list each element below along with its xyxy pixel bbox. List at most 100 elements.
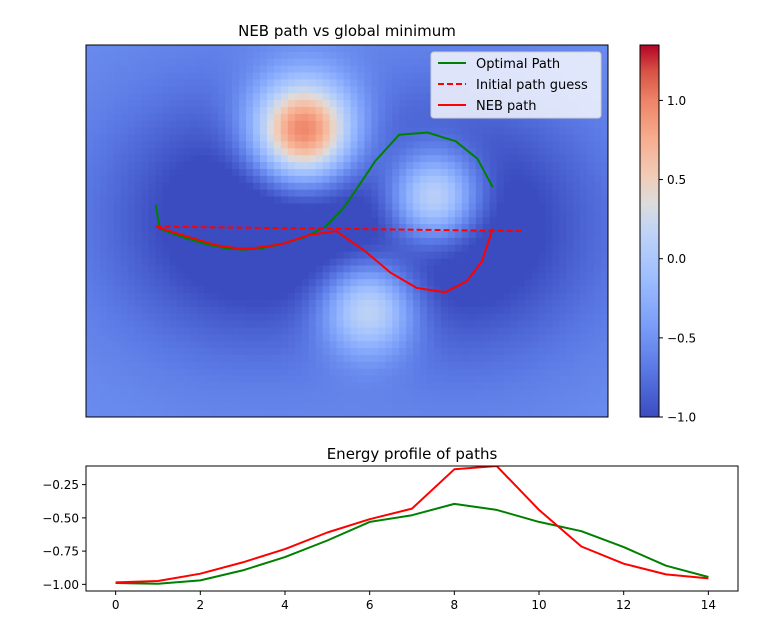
heatmap-cell — [545, 382, 553, 391]
heatmap-cell — [385, 196, 393, 205]
heatmap-cell — [148, 155, 157, 163]
heatmap-cell — [524, 237, 533, 246]
heatmap-cell — [155, 237, 164, 246]
heatmap-cell — [266, 72, 275, 81]
heatmap-cell — [371, 244, 379, 253]
heatmap-cell — [92, 403, 101, 411]
heatmap-cell — [399, 286, 407, 294]
heatmap-cell — [148, 51, 157, 60]
heatmap-cell — [183, 382, 191, 391]
heatmap-cell — [454, 251, 463, 260]
heatmap-cell — [524, 169, 533, 177]
heatmap-cell — [587, 203, 595, 211]
heatmap-cell — [155, 265, 164, 273]
heatmap-cell — [197, 93, 205, 101]
heatmap-cell — [218, 210, 226, 218]
heatmap-cell — [531, 217, 539, 225]
heatmap-cell — [92, 272, 101, 280]
heatmap-cell — [162, 189, 171, 198]
heatmap-cell — [155, 79, 164, 87]
heatmap-cell — [357, 45, 365, 53]
heatmap-cell — [385, 410, 393, 417]
heatmap-cell — [225, 237, 233, 246]
heatmap-cell — [148, 396, 157, 404]
heatmap-cell — [260, 375, 268, 384]
heatmap-cell — [538, 196, 546, 205]
heatmap-cell — [287, 127, 296, 136]
heatmap-cell — [447, 231, 456, 239]
heatmap-cell — [552, 210, 560, 218]
heatmap-cell — [301, 93, 310, 101]
heatmap-cell — [420, 334, 428, 342]
heatmap-cell — [392, 113, 400, 122]
heatmap-cell — [510, 224, 519, 232]
heatmap-cell — [399, 334, 407, 342]
heatmap-cell — [406, 217, 414, 225]
heatmap-cell — [176, 361, 185, 370]
heatmap-cell — [392, 320, 400, 329]
heatmap-cell — [552, 382, 560, 391]
heatmap-cell — [420, 313, 428, 322]
heatmap-cell — [239, 389, 247, 397]
heatmap-cell — [155, 334, 164, 342]
heatmap-cell — [566, 224, 574, 232]
heatmap-cell — [503, 313, 512, 322]
heatmap-cell — [489, 45, 498, 53]
heatmap-cell — [155, 272, 164, 280]
heatmap-cell — [315, 396, 324, 404]
heatmap-cell — [287, 293, 296, 301]
heatmap-cell — [580, 45, 588, 53]
heatmap-cell — [246, 279, 254, 287]
heatmap-cell — [566, 279, 574, 287]
heatmap-cell — [134, 306, 143, 315]
heatmap-cell — [197, 403, 205, 411]
heatmap-cell — [232, 272, 240, 280]
heatmap-cell — [364, 389, 372, 397]
heatmap-cell — [176, 203, 185, 211]
heatmap-cell — [273, 45, 282, 53]
heatmap-cell — [420, 120, 428, 129]
heatmap-cell — [434, 368, 442, 377]
heatmap-cell — [329, 258, 338, 267]
heatmap-cell — [92, 93, 101, 101]
heatmap-cell — [357, 65, 365, 74]
heatmap-cell — [378, 65, 386, 74]
heatmap-cell — [183, 162, 191, 170]
heatmap-cell — [287, 231, 296, 239]
heatmap-cell — [315, 169, 324, 177]
heatmap-cell — [385, 217, 393, 225]
heatmap-cell — [517, 334, 526, 342]
heatmap-cell — [141, 141, 150, 149]
heatmap-cell — [552, 217, 560, 225]
heatmap-cell — [294, 148, 303, 156]
heatmap-cell — [371, 93, 379, 101]
heatmap-cell — [399, 182, 407, 191]
heatmap-cell — [420, 162, 428, 170]
heatmap-cell — [169, 79, 178, 87]
heatmap-cell — [287, 299, 296, 308]
heatmap-cell — [176, 162, 185, 170]
heatmap-cell — [573, 175, 581, 184]
heatmap-cell — [399, 231, 407, 239]
heatmap-cell — [434, 251, 442, 260]
heatmap-cell — [566, 410, 574, 417]
heatmap-cell — [524, 341, 533, 349]
heatmap-cell — [343, 65, 352, 74]
heatmap-cell — [280, 100, 289, 108]
heatmap-cell — [573, 224, 581, 232]
heatmap-cell — [580, 224, 588, 232]
heatmap-cell — [531, 382, 539, 391]
heatmap-cell — [336, 327, 345, 335]
heatmap-cell — [427, 224, 435, 232]
heatmap-cell — [420, 265, 428, 273]
heatmap-cell — [336, 272, 345, 280]
heatmap-cell — [538, 169, 546, 177]
heatmap-cell — [294, 389, 303, 397]
energy-x-tick-label: 10 — [531, 598, 546, 612]
heatmap-cell — [183, 58, 191, 67]
heatmap-cell — [461, 210, 470, 218]
heatmap-cell — [552, 224, 560, 232]
heatmap-cell — [399, 272, 407, 280]
heatmap-cell — [141, 79, 150, 87]
heatmap-cell — [315, 58, 324, 67]
